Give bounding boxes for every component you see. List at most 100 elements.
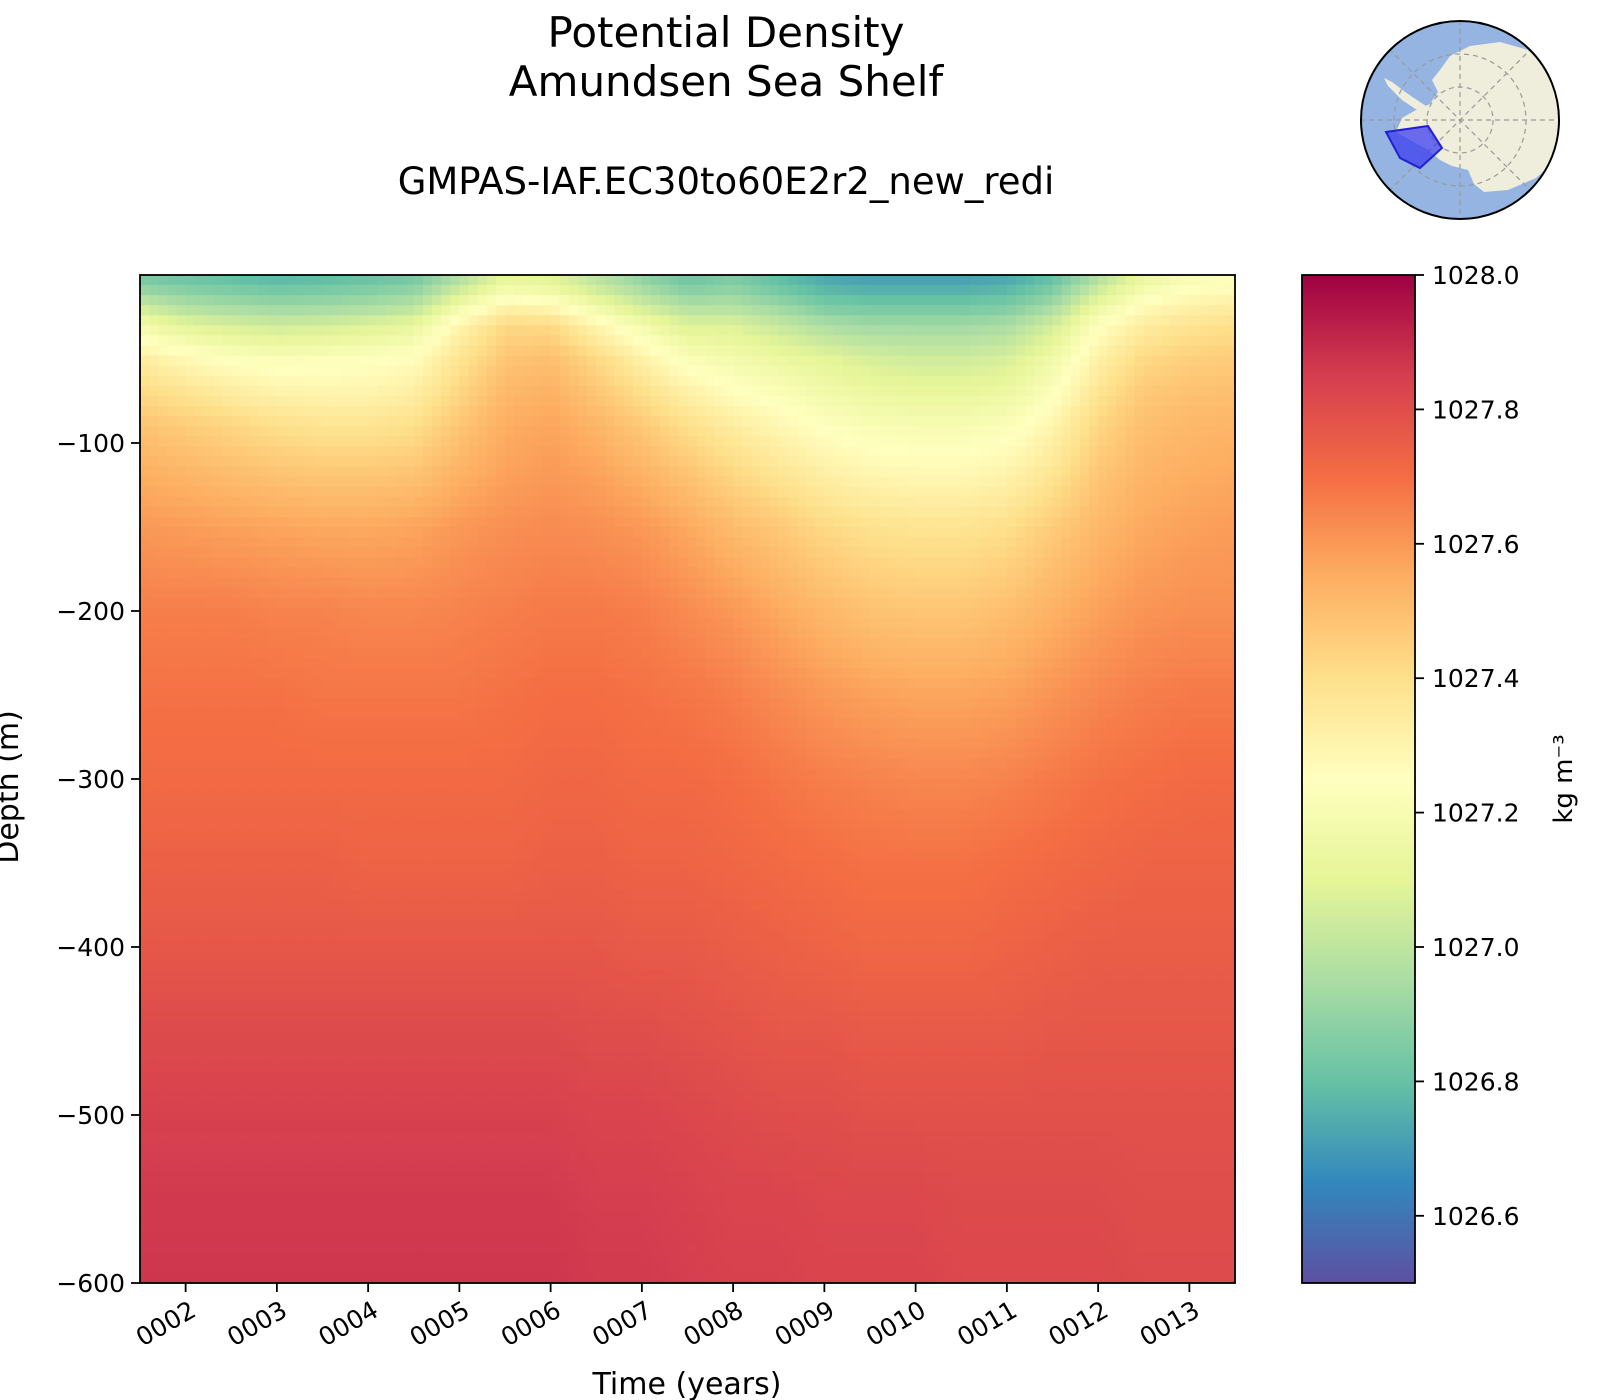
- heatmap-cell: [1152, 577, 1163, 589]
- heatmap-cell: [1016, 446, 1026, 458]
- heatmap-cell: [185, 466, 196, 478]
- heatmap-cell: [1061, 647, 1072, 659]
- heatmap-cell: [906, 637, 917, 649]
- heatmap-cell: [1225, 607, 1236, 619]
- heatmap-cell: [304, 466, 314, 478]
- heatmap-cell: [1061, 587, 1072, 599]
- heatmap-cell: [842, 516, 853, 528]
- heatmap-cell: [286, 567, 296, 578]
- heatmap-cell: [988, 355, 999, 367]
- heatmap-cell: [651, 446, 661, 458]
- heatmap-cell: [787, 557, 798, 568]
- heatmap-cell: [842, 547, 853, 558]
- heatmap-cell: [641, 597, 652, 609]
- heatmap-cell: [413, 406, 424, 417]
- heatmap-cell: [669, 557, 679, 568]
- heatmap-cell: [842, 567, 853, 578]
- heatmap-cell: [1216, 426, 1227, 437]
- heatmap-cell: [495, 668, 506, 679]
- heatmap-cell: [879, 335, 889, 347]
- heatmap-cell: [906, 295, 917, 306]
- heatmap-cell: [222, 365, 232, 377]
- heatmap-cell: [240, 385, 251, 397]
- heatmap-cell: [1198, 466, 1209, 478]
- heatmap-cell: [797, 587, 807, 599]
- heatmap-cell: [1143, 345, 1154, 357]
- heatmap-cell: [943, 315, 953, 326]
- heatmap-cell: [568, 365, 579, 377]
- heatmap-cell: [422, 285, 433, 296]
- heatmap-cell: [870, 275, 880, 286]
- heatmap-cell: [961, 355, 971, 367]
- heatmap-cell: [1125, 658, 1136, 669]
- heatmap-cell: [514, 527, 524, 538]
- heatmap-cell: [614, 617, 625, 629]
- heatmap-cell: [933, 285, 944, 296]
- heatmap-cell: [924, 658, 935, 669]
- heatmap-cell: [1198, 436, 1209, 447]
- heatmap-cell: [331, 537, 342, 548]
- heatmap-cell: [961, 678, 971, 689]
- heatmap-cell: [961, 506, 971, 518]
- heatmap-cell: [724, 658, 734, 669]
- heatmap-cell: [194, 315, 205, 326]
- heatmap-cell: [833, 516, 844, 528]
- heatmap-cell: [806, 527, 816, 538]
- heatmap-cell: [149, 345, 159, 357]
- heatmap-cell: [1107, 527, 1117, 538]
- heatmap-cell: [997, 325, 1008, 337]
- heatmap-cell: [459, 486, 470, 498]
- heatmap-cell: [295, 547, 305, 558]
- heatmap-cell: [222, 335, 232, 347]
- heatmap-cell: [1016, 395, 1026, 407]
- heatmap-cell: [705, 295, 716, 306]
- heatmap-cell: [1025, 395, 1035, 407]
- heatmap-cell: [943, 426, 953, 437]
- heatmap-cell: [505, 456, 515, 468]
- heatmap-cell: [641, 647, 652, 659]
- heatmap-cell: [1107, 627, 1117, 639]
- heatmap-cell: [787, 627, 798, 639]
- heatmap-cell: [1089, 476, 1099, 488]
- heatmap-cell: [231, 496, 241, 508]
- heatmap-cell: [1061, 597, 1072, 609]
- heatmap-cell: [514, 345, 524, 357]
- heatmap-cell: [1152, 406, 1163, 417]
- heatmap-cell: [587, 335, 597, 347]
- heatmap-cell: [906, 567, 917, 578]
- heatmap-cell: [477, 688, 488, 699]
- heatmap-cell: [678, 506, 689, 518]
- heatmap-cell: [167, 305, 178, 316]
- heatmap-cell: [1079, 406, 1090, 417]
- heatmap-cell: [961, 597, 971, 609]
- heatmap-cell: [1198, 547, 1209, 558]
- heatmap-cell: [1061, 496, 1072, 508]
- heatmap-cell: [559, 516, 570, 528]
- heatmap-cell: [1134, 668, 1145, 679]
- heatmap-cell: [605, 385, 616, 397]
- heatmap-cell: [194, 486, 205, 498]
- heatmap-cell: [1162, 345, 1172, 357]
- heatmap-cell: [787, 416, 798, 427]
- heatmap-cell: [660, 446, 670, 458]
- heatmap-cell: [1006, 285, 1017, 296]
- heatmap-cell: [368, 617, 378, 629]
- heatmap-cell: [203, 688, 214, 699]
- heatmap-cell: [833, 406, 844, 417]
- heatmap-cell: [1016, 476, 1026, 488]
- heatmap-cell: [505, 647, 515, 659]
- heatmap-cell: [632, 275, 643, 286]
- heatmap-cell: [587, 285, 597, 296]
- heatmap-cell: [276, 325, 287, 337]
- heatmap-cell: [1107, 537, 1117, 548]
- heatmap-cell: [1052, 496, 1063, 508]
- heatmap-cell: [368, 527, 378, 538]
- heatmap-cell: [185, 647, 196, 659]
- heatmap-cell: [450, 295, 460, 306]
- heatmap-cell: [696, 607, 707, 619]
- heatmap-cell: [906, 658, 917, 669]
- heatmap-cell: [413, 456, 424, 468]
- heatmap-cell: [651, 607, 661, 619]
- heatmap-cell: [787, 365, 798, 377]
- heatmap-cell: [660, 597, 670, 609]
